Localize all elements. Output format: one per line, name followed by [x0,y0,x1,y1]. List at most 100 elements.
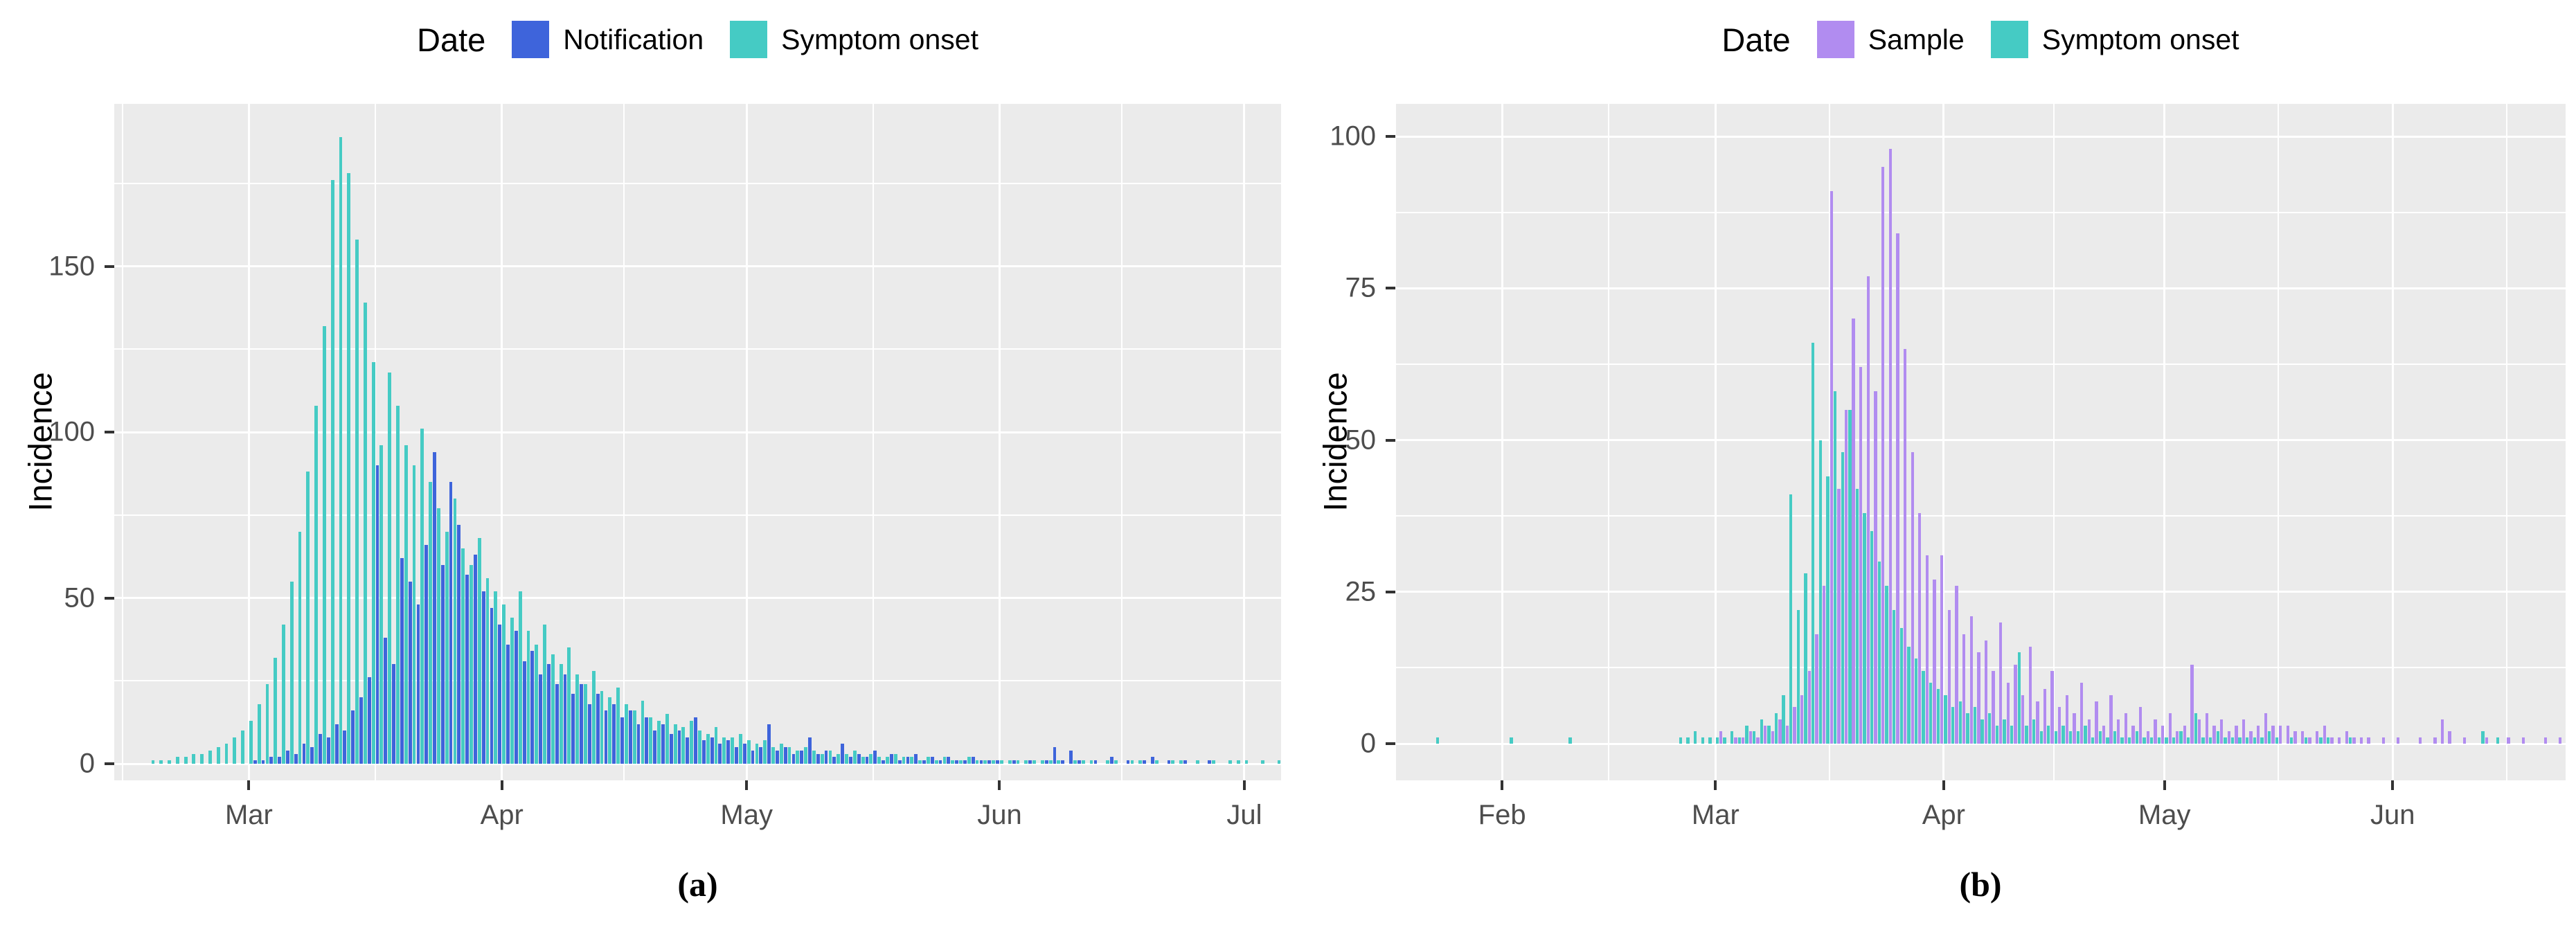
bar-symptom-onset [2003,719,2006,744]
bar-symptom-onset [1752,731,1756,744]
bar-symptom-onset [959,760,963,764]
bar-notification [1044,760,1048,764]
bar-sample [2257,725,2260,744]
bar-symptom-onset [257,704,261,764]
bar-notification [375,465,379,764]
bar-symptom-onset [274,657,278,764]
bar-sample [2507,737,2510,744]
bar-sample [1969,616,1973,744]
bar-sample [2219,719,2224,744]
bar-notification [996,760,999,764]
bar-notification [808,737,812,764]
bar-notification [440,564,445,764]
x-tick-label-apr: Apr [480,800,524,830]
bar-symptom-onset [2061,725,2065,744]
bar-notification [783,747,787,764]
gridline-y-minor [114,182,1281,184]
bar-sample [2190,664,2194,744]
bar-sample [1830,190,1833,744]
bar-symptom-onset [820,753,824,764]
bar-notification [636,724,641,764]
bar-symptom-onset [755,744,759,764]
bar-notification [1012,760,1016,764]
gridline-x-major [998,104,1001,780]
bar-notification [481,591,485,764]
bar-notification [367,677,371,764]
x-tick-label-jul: Jul [1226,800,1262,830]
bar-notification [449,481,453,764]
bar-sample [2367,737,2370,744]
bar-symptom-onset [632,710,636,764]
bar-notification [571,694,575,764]
y-tick-label-0: 0 [1360,728,1376,759]
bar-symptom-onset [510,618,514,764]
bar-sample [1778,719,1782,744]
bar-sample [2102,725,2106,744]
bar-symptom-onset [624,704,628,764]
bar-symptom-onset [2165,737,2168,744]
bar-symptom-onset [224,744,229,764]
bar-symptom-onset [2305,737,2308,744]
bar-symptom-onset [551,654,555,764]
bar-symptom-onset [845,753,848,764]
bar-symptom-onset [2120,737,2124,744]
bar-notification [645,717,649,764]
gridline-x-minor [1395,104,1396,780]
bar-symptom-onset [1774,713,1778,744]
gridline-x-major [1714,104,1717,780]
bar-symptom-onset [1040,760,1044,764]
bar-symptom-onset [852,750,857,764]
bar-notification [1061,760,1065,764]
bar-symptom-onset [992,760,996,764]
bar-symptom-onset [910,757,914,764]
bar-symptom-onset [2253,737,2257,744]
y-tick-mark [1386,742,1395,745]
bar-sample [1947,610,1951,744]
bar-symptom-onset [1951,707,1955,744]
bar-symptom-onset [1730,731,1734,744]
bar-notification [310,747,314,764]
bar-sample [1911,452,1914,744]
bar-notification [604,710,608,764]
bar-symptom-onset [2224,737,2227,744]
bar-notification [963,760,967,764]
bar-symptom-onset [1171,760,1175,764]
y-tick-label-0: 0 [79,748,95,779]
bar-notification [661,724,665,764]
bar-symptom-onset [2047,725,2050,744]
y-tick-label-50: 50 [64,582,96,613]
bar-notification [514,631,518,764]
bar-notification [677,731,681,764]
bar-notification [1028,760,1032,764]
bar-symptom-onset [1870,531,1874,744]
bar-symptom-onset [2172,737,2176,744]
bar-symptom-onset [2216,731,2219,744]
bar-symptom-onset [1195,760,1199,764]
bar-sample [2235,725,2238,744]
bar-notification [1053,747,1057,764]
bar-notification [726,740,731,764]
x-tick-label-may: May [2138,800,2191,830]
bar-symptom-onset [657,720,661,764]
bar-symptom-onset [1048,760,1053,764]
bar-symptom-onset [2238,737,2242,744]
bar-symptom-onset [1024,760,1028,764]
legend-label-notification: Notification [563,23,704,55]
bar-sample [2043,689,2047,744]
bar-symptom-onset [502,604,506,764]
bar-symptom-onset [918,760,922,764]
bar-symptom-onset [298,531,302,764]
bar-sample [1742,737,1745,744]
bar-notification [873,750,877,764]
bar-sample [2161,725,2165,744]
caption-a: (a) [677,865,718,904]
bar-symptom-onset [1212,760,1216,764]
bar-symptom-onset [934,760,938,764]
bar-sample [2352,737,2356,744]
bar-notification [580,684,583,764]
bar-symptom-onset [330,179,334,764]
bar-symptom-onset [649,717,653,764]
legend-title: Date [417,21,486,58]
bar-notification [530,651,535,764]
bar-symptom-onset [738,733,742,764]
